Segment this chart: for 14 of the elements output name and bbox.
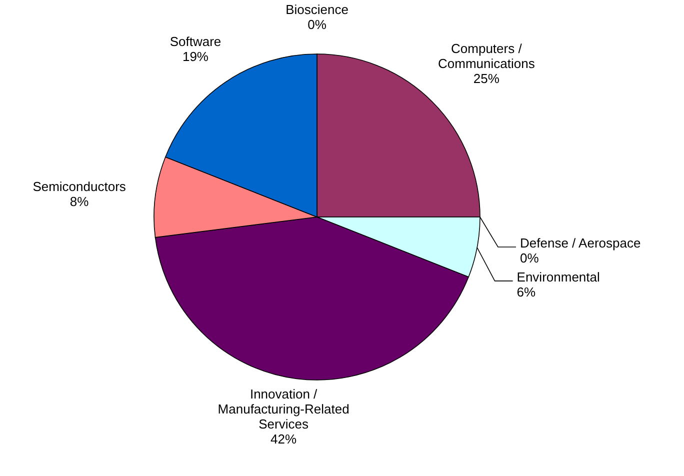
data-label: 25%: [473, 71, 500, 86]
text: 0%: [308, 17, 326, 32]
data-label: 42%: [270, 432, 297, 447]
data-label: 8%: [70, 194, 90, 209]
text: 0%: [520, 250, 539, 266]
data-label: 19%: [182, 48, 209, 64]
slice-label: Software: [170, 34, 222, 49]
category-label: Defense / Aerospace: [520, 236, 641, 250]
slice-label: Innovation / Manufacturing-Related Services: [218, 386, 350, 432]
data-label: 6%: [516, 284, 536, 300]
slice-label: Environmental: [516, 269, 600, 284]
slice-label: Semiconductors: [32, 178, 126, 194]
slice-label: Computers / Communications: [438, 41, 536, 72]
category-label: Bioscience: [286, 2, 348, 17]
